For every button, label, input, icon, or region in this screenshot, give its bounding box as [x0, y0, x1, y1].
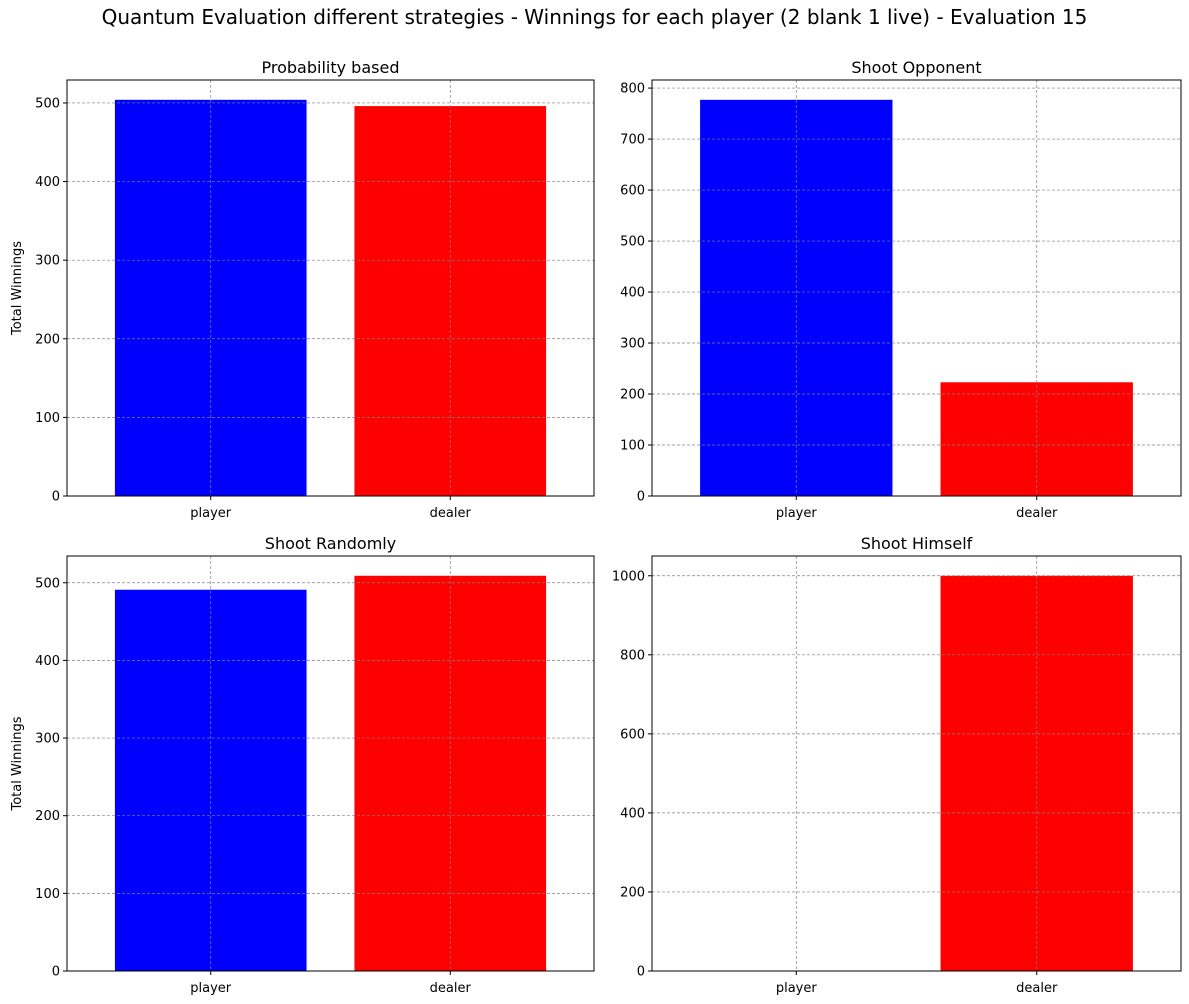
y-tick-label: 0: [637, 965, 645, 980]
axes-frame: [66, 555, 595, 972]
x-tick-label-player: player: [776, 981, 818, 996]
axes-frame: [651, 555, 1182, 972]
y-tick-label: 0: [52, 965, 60, 980]
y-tick-label: 400: [35, 654, 60, 669]
figure-title: Quantum Evaluation different strategies …: [101, 5, 1088, 29]
axes-frame: [651, 79, 1182, 497]
y-tick-label: 600: [620, 727, 645, 742]
y-axis-label: Total Winnings: [10, 241, 25, 336]
y-axis-label: Total Winnings: [10, 716, 25, 811]
y-tick-label: 0: [637, 490, 645, 505]
chart-panel-4: 0 200 400 600 800 1000 player dealer Shoot Himse…: [612, 534, 1182, 996]
y-tick-label: 400: [35, 175, 60, 190]
y-tick-label: 200: [620, 388, 645, 403]
x-tick-label-player: player: [190, 981, 232, 996]
x-tick-label-dealer: dealer: [1016, 981, 1058, 996]
y-tick-label: 500: [620, 235, 645, 250]
x-tick-label-player: player: [776, 506, 818, 521]
y-tick-label: 200: [35, 332, 60, 347]
y-tick-label: 800: [620, 82, 645, 97]
y-tick-label: 200: [35, 809, 60, 824]
chart-title: Shoot Himself: [861, 534, 973, 553]
y-tick-label: 200: [620, 885, 645, 900]
y-tick-label: 100: [35, 411, 60, 426]
chart-panel-1: 0 100 200 300 400 500 player dealer Probability …: [10, 58, 595, 521]
chart-title: Probability based: [262, 58, 400, 77]
y-tick-label: 1000: [612, 569, 645, 584]
axes-frame: [66, 79, 595, 497]
x-tick-label-dealer: dealer: [1016, 506, 1058, 521]
y-tick-label: 300: [35, 732, 60, 747]
chart-title: Shoot Opponent: [851, 58, 981, 77]
y-tick-label: 500: [35, 96, 60, 111]
y-tick-label: 0: [52, 490, 60, 505]
bar-dealer: [940, 382, 1133, 496]
y-tick-label: 500: [35, 576, 60, 591]
chart-panel-2: 0 100 200 300 400 500 600 700 800 player dealer Sho…: [620, 58, 1182, 521]
y-tick-label: 300: [35, 254, 60, 269]
y-tick-label: 800: [620, 648, 645, 663]
y-tick-label: 600: [620, 184, 645, 199]
x-tick-label-dealer: dealer: [430, 506, 472, 521]
chart-title: Shoot Randomly: [265, 534, 396, 553]
y-tick-label: 100: [35, 887, 60, 902]
y-tick-label: 300: [620, 337, 645, 352]
y-tick-label: 400: [620, 806, 645, 821]
x-tick-label-dealer: dealer: [430, 981, 472, 996]
y-tick-label: 400: [620, 286, 645, 301]
y-tick-label: 100: [620, 439, 645, 454]
chart-panel-3: 0 100 200 300 400 500 player dealer Shoot Random…: [10, 534, 595, 996]
x-tick-label-player: player: [190, 506, 232, 521]
y-tick-label: 700: [620, 133, 645, 148]
